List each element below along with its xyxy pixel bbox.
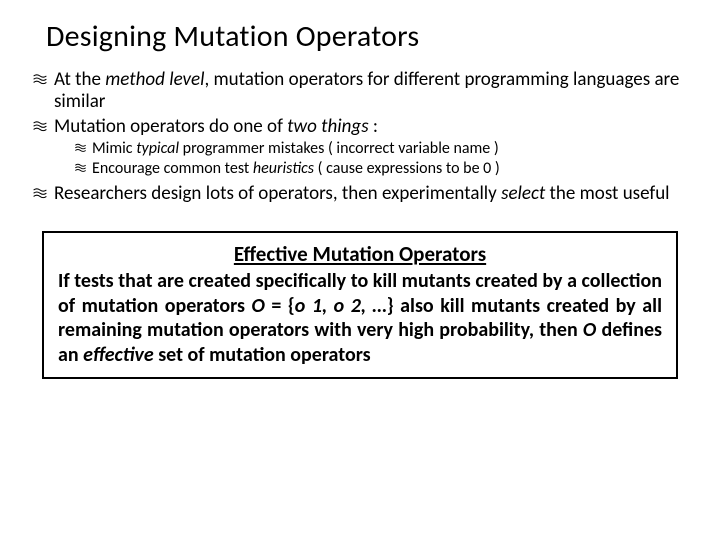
text-emph: effective <box>83 343 154 367</box>
page-title: Designing Mutation Operators <box>46 18 692 55</box>
text: Researchers design lots of operators, th… <box>54 182 501 205</box>
list-item: Mimic typical programmer mistakes ( inco… <box>74 140 692 159</box>
text: set of mutation operators <box>154 343 371 367</box>
text-emph: select <box>501 182 545 205</box>
text-emph: two things <box>287 115 368 138</box>
text: the most useful <box>545 182 669 205</box>
text-emph: method level <box>105 68 204 91</box>
bullet-list: At the method level, mutation operators … <box>28 69 692 205</box>
text: Mimic <box>92 139 136 158</box>
list-item: Mutation operators do one of two things … <box>32 116 692 179</box>
text-set: o 1, o 2, … <box>295 294 387 318</box>
text: Encourage common test <box>92 159 253 178</box>
text-var: O <box>252 294 265 318</box>
text-emph: heuristics <box>253 159 314 178</box>
text: = { <box>265 294 295 318</box>
text-emph: typical <box>136 139 179 158</box>
text-var: O <box>583 318 596 342</box>
text: : <box>369 115 378 138</box>
sub-bullet-list: Mimic typical programmer mistakes ( inco… <box>54 140 692 179</box>
list-item: Researchers design lots of operators, th… <box>32 183 692 205</box>
text: ( cause expressions to be 0 ) <box>314 159 500 178</box>
text: Mutation operators do one of <box>54 115 287 138</box>
list-item: Encourage common test heuristics ( cause… <box>74 160 692 179</box>
text: At the <box>54 68 105 91</box>
definition-body: If tests that are created specifically t… <box>58 269 662 367</box>
definition-box: Effective Mutation Operators If tests th… <box>42 231 678 379</box>
text: programmer mistakes ( incorrect variable… <box>179 139 499 158</box>
list-item: At the method level, mutation operators … <box>32 69 692 114</box>
slide: Designing Mutation Operators At the meth… <box>0 0 720 540</box>
definition-title: Effective Mutation Operators <box>58 241 662 267</box>
